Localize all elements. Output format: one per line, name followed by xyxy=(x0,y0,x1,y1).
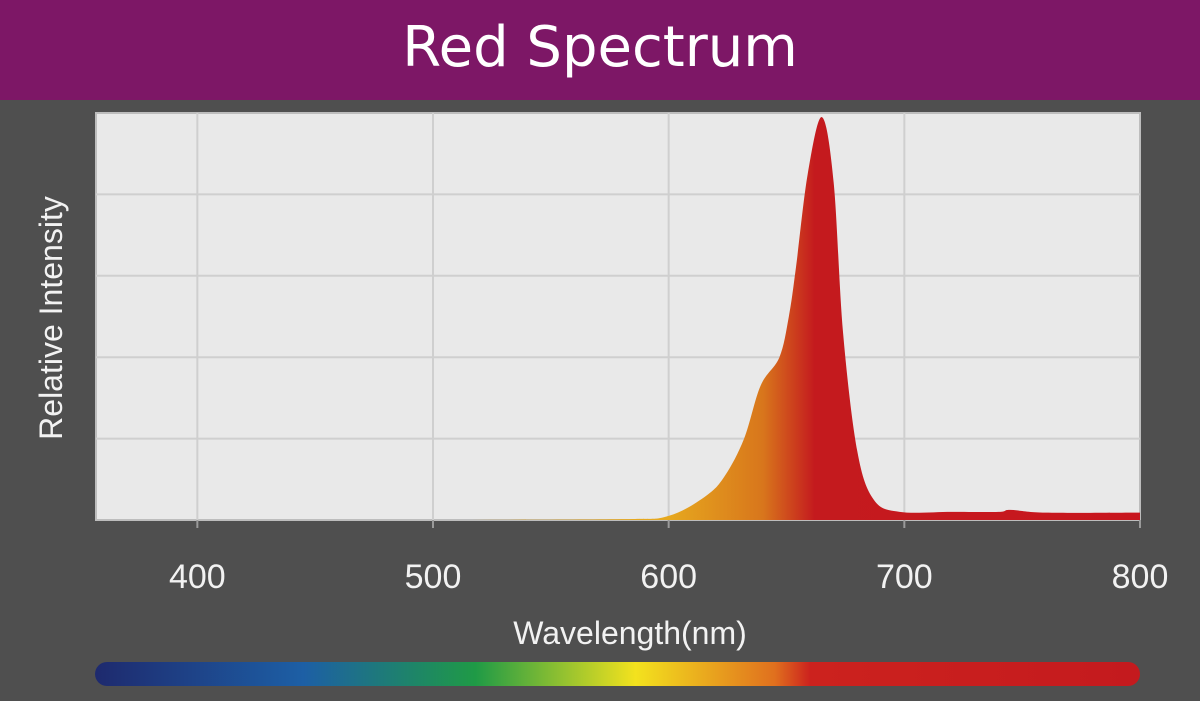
x-tick-label: 800 xyxy=(1112,558,1169,596)
chart-title: Red Spectrum xyxy=(0,0,1200,100)
y-axis-label: Relative Intensity xyxy=(33,196,69,440)
grid-lines xyxy=(96,113,1140,520)
x-tick-label: 700 xyxy=(876,558,933,596)
x-axis-label: Wavelength(nm) xyxy=(513,615,747,651)
plot-area xyxy=(95,112,1141,521)
x-axis-ticks: 400 500 600 700 800 xyxy=(169,520,1168,596)
x-tick-label: 600 xyxy=(640,558,697,596)
spectrum-color-bar xyxy=(95,662,1140,686)
x-tick-label: 400 xyxy=(169,558,226,596)
x-tick-label: 500 xyxy=(405,558,462,596)
